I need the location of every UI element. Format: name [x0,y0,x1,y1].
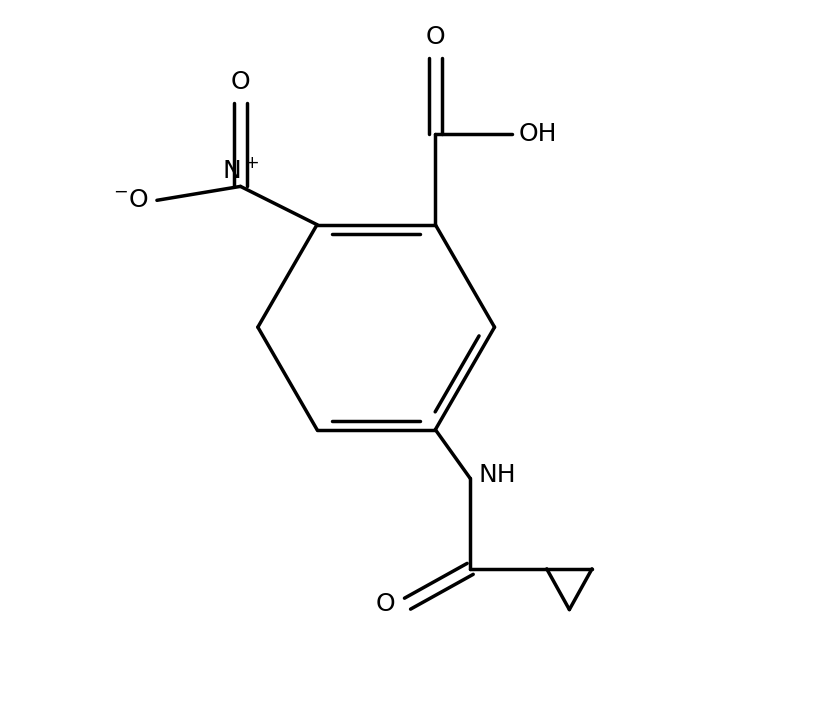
Text: NH: NH [478,463,516,487]
Text: N$^+$: N$^+$ [222,158,259,183]
Text: OH: OH [519,122,557,146]
Text: $^{-}$O: $^{-}$O [113,188,149,212]
Text: O: O [231,70,250,94]
Text: O: O [376,591,395,616]
Text: O: O [426,26,446,49]
